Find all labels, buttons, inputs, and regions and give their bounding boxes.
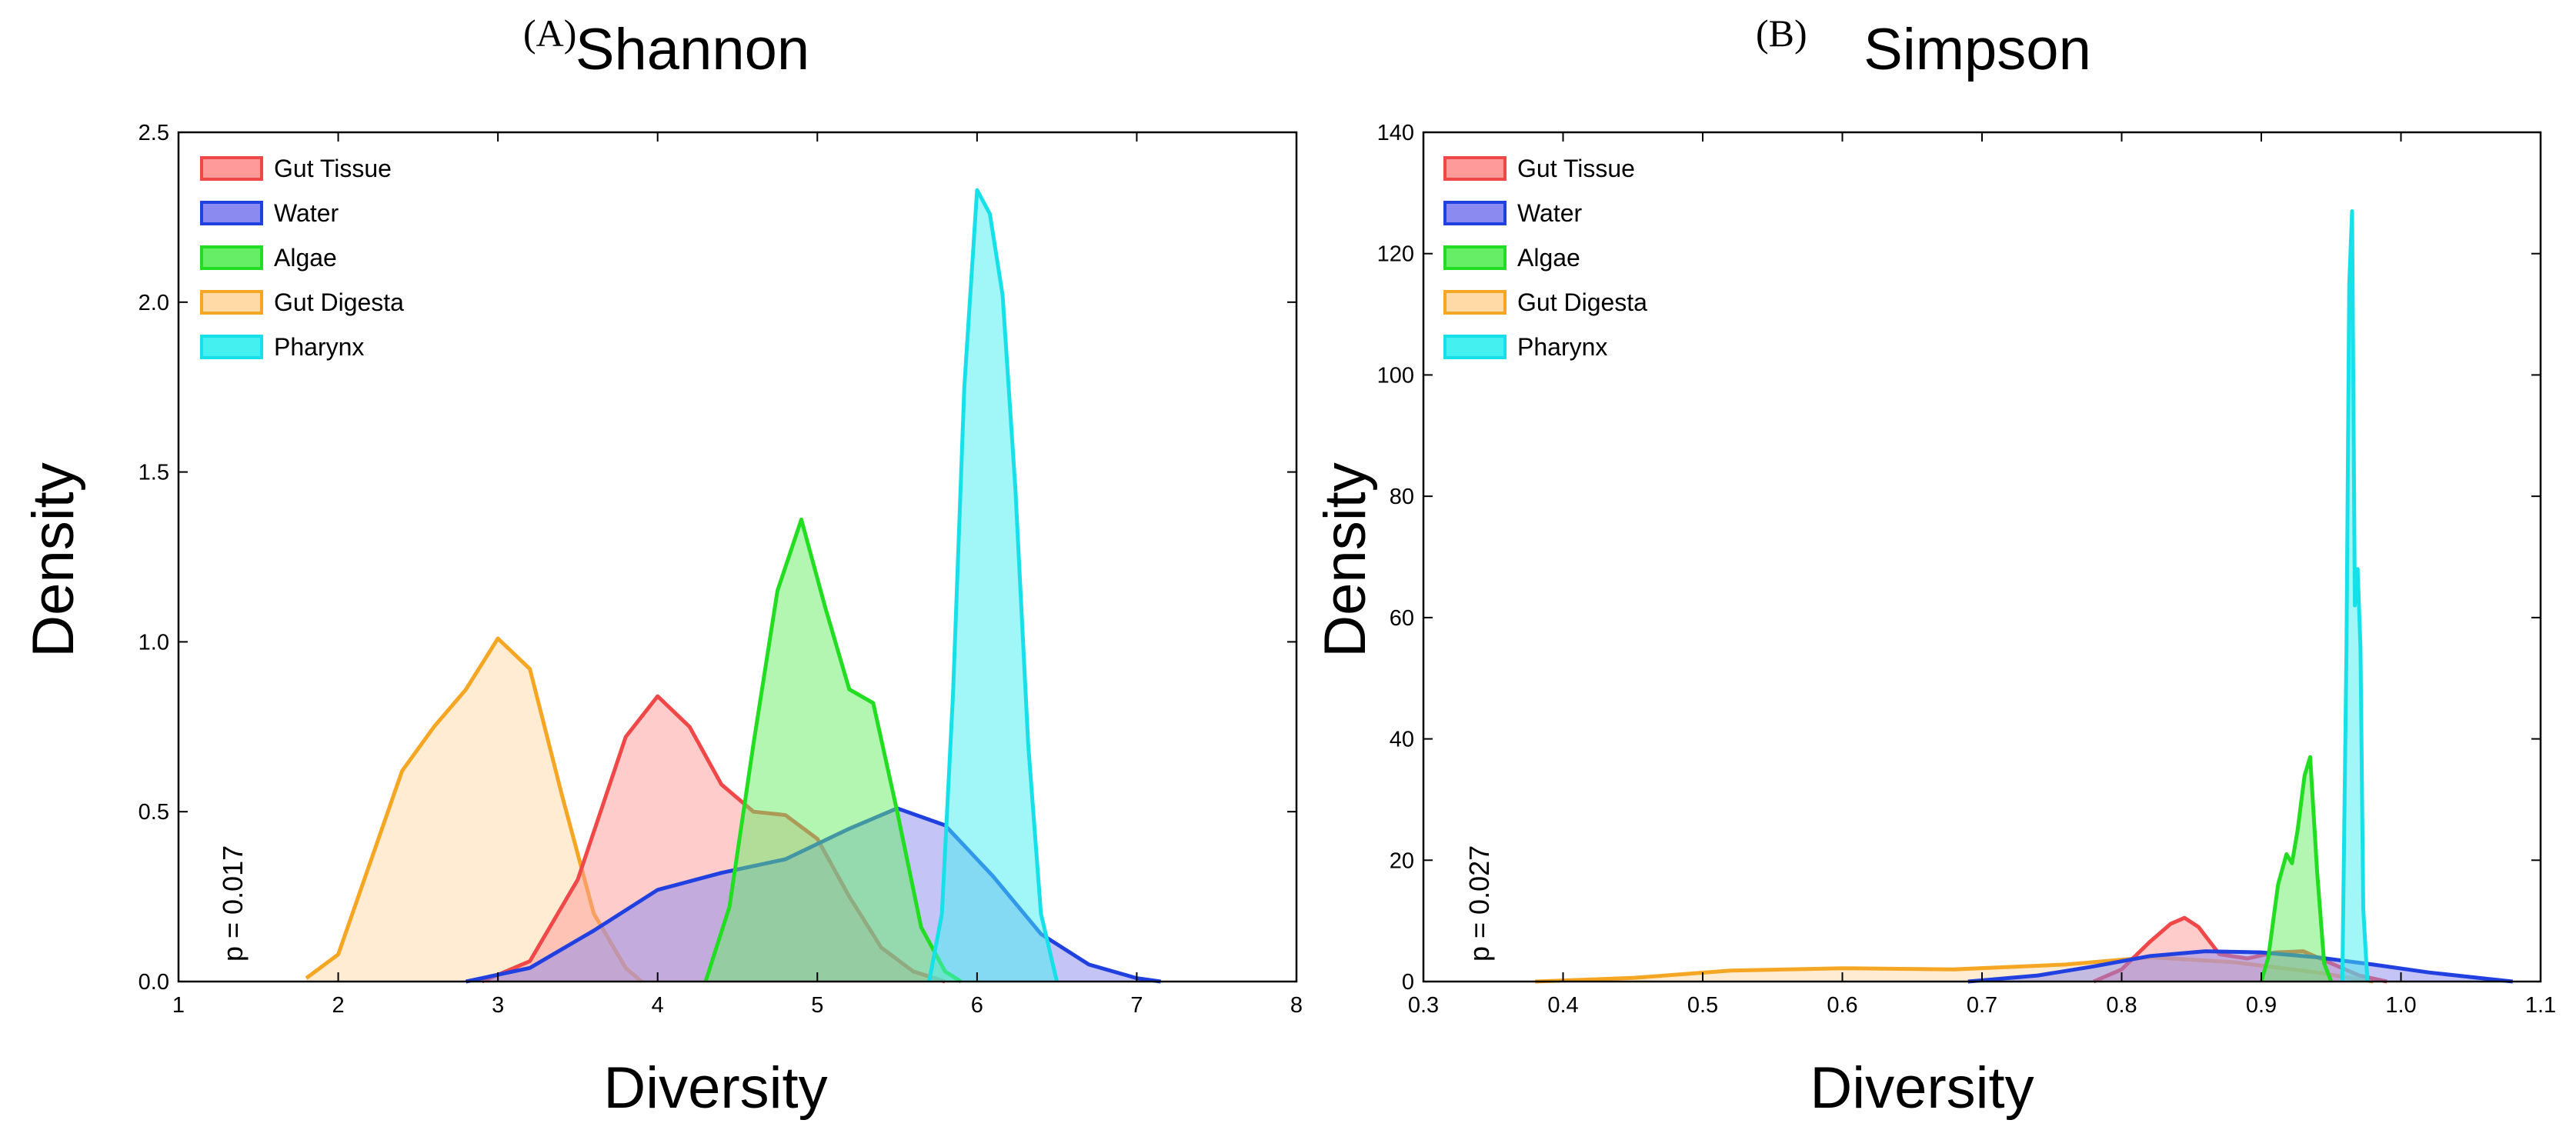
x-tick-label: 0.4 xyxy=(1547,993,1578,1018)
legend-label: Gut Tissue xyxy=(274,155,392,182)
legend-label: Algae xyxy=(1517,244,1580,272)
line-algae xyxy=(703,517,963,984)
area-pharynx xyxy=(929,190,1057,982)
legend-label: Gut Digesta xyxy=(1517,288,1647,316)
chart-panel-b: 0.3 0.4 0.5 0.6 0.7 0.8 0.9 1.0 1.1 0 20 40 60 80 100 1… xyxy=(1313,12,2556,1121)
chart-panel-a: 1 2 3 4 5 6 7 8 0.0 0.5 1.0 1.5 2.0 2.5 (A)Shannon Dive… xyxy=(21,12,1303,1121)
legend-label: Water xyxy=(1517,199,1583,227)
area-water xyxy=(1967,951,2513,982)
y-tick-label: 60 xyxy=(1390,606,1414,631)
legend-swatch xyxy=(1443,201,1507,225)
series-group xyxy=(1535,209,2513,984)
x-tick-label: 3 xyxy=(492,993,504,1018)
legend: Gut Tissue Water Algae Gut Digesta Pharynx xyxy=(200,155,404,361)
y-tick-label: 120 xyxy=(1377,242,1414,267)
legend-label: Pharynx xyxy=(1517,333,1607,361)
x-tick-label: 0.6 xyxy=(1827,993,1857,1018)
x-tick-label: 7 xyxy=(1130,993,1143,1018)
y-axis-label: Density xyxy=(1313,462,1378,657)
x-tick-label: 0.5 xyxy=(1687,993,1718,1018)
line-pharynx xyxy=(2340,209,2370,982)
plot-frame xyxy=(1422,131,2542,983)
panel-label: (B) xyxy=(1756,12,1807,55)
x-tick-label: 0.8 xyxy=(2106,993,2137,1018)
legend-label: Pharynx xyxy=(274,333,364,361)
chart-title: Simpson xyxy=(1864,17,2091,82)
legend-swatch xyxy=(200,290,263,315)
y-tick-label: 0 xyxy=(1402,970,1414,995)
y-tick-label: 40 xyxy=(1390,728,1414,752)
y-tick-label: 100 xyxy=(1377,363,1414,388)
x-tick-label: 1.0 xyxy=(2385,993,2416,1018)
legend: Gut Tissue Water Algae Gut Digesta Pharynx xyxy=(1443,155,1647,361)
y-tick-label: 1.5 xyxy=(138,461,169,485)
plot-frame xyxy=(177,131,1298,983)
legend-swatch xyxy=(200,335,263,359)
line-pharynx xyxy=(927,188,1059,982)
y-tick-label: 2.5 xyxy=(138,121,169,145)
legend-swatch xyxy=(200,156,263,181)
panel-label: (A) xyxy=(523,12,576,55)
x-tick-label: 0.9 xyxy=(2246,993,2277,1018)
line-water xyxy=(1967,949,2513,984)
y-tick-label: 0.0 xyxy=(138,970,169,995)
legend-swatch xyxy=(1443,335,1507,359)
x-tick-label: 5 xyxy=(811,993,823,1018)
y-tick-label: 1.0 xyxy=(138,630,169,655)
series-group xyxy=(305,188,1161,984)
y-tick-label: 20 xyxy=(1390,848,1414,873)
legend-swatch xyxy=(1443,290,1507,315)
legend-label: Algae xyxy=(274,244,337,272)
y-axis-label: Density xyxy=(21,462,86,657)
x-tick-label: 0.3 xyxy=(1408,993,1439,1018)
area-algae xyxy=(2261,757,2331,982)
x-tick-label: 1 xyxy=(172,993,185,1018)
y-tick-label: 0.5 xyxy=(138,800,169,825)
line-algae xyxy=(2259,755,2334,982)
legend-label: Gut Digesta xyxy=(274,288,404,316)
x-axis-label: Diversity xyxy=(1810,1055,2034,1121)
x-tick-label: 6 xyxy=(971,993,983,1018)
y-tick-label: 80 xyxy=(1390,485,1414,509)
legend-swatch xyxy=(200,245,263,270)
p-value-annotation: p = 0.017 xyxy=(217,845,249,962)
chart-title: Shannon xyxy=(576,17,809,82)
legend-swatch xyxy=(200,201,263,225)
x-tick-label: 1.1 xyxy=(2525,993,2556,1018)
x-tick-label: 8 xyxy=(1290,993,1303,1018)
x-tick-label: 0.7 xyxy=(1967,993,1997,1018)
x-tick-label: 2 xyxy=(332,993,345,1018)
legend-label: Gut Tissue xyxy=(1517,155,1635,182)
x-tick-label: 4 xyxy=(652,993,664,1018)
legend-swatch xyxy=(1443,245,1507,270)
legend-label: Water xyxy=(274,199,339,227)
area-gut-digesta xyxy=(306,638,642,982)
area-algae xyxy=(705,519,962,982)
y-tick-label: 140 xyxy=(1377,121,1414,145)
y-tick-label: 2.0 xyxy=(138,291,169,315)
p-value-annotation: p = 0.027 xyxy=(1463,845,1495,962)
legend-swatch xyxy=(1443,156,1507,181)
x-axis-label: Diversity xyxy=(603,1055,827,1121)
